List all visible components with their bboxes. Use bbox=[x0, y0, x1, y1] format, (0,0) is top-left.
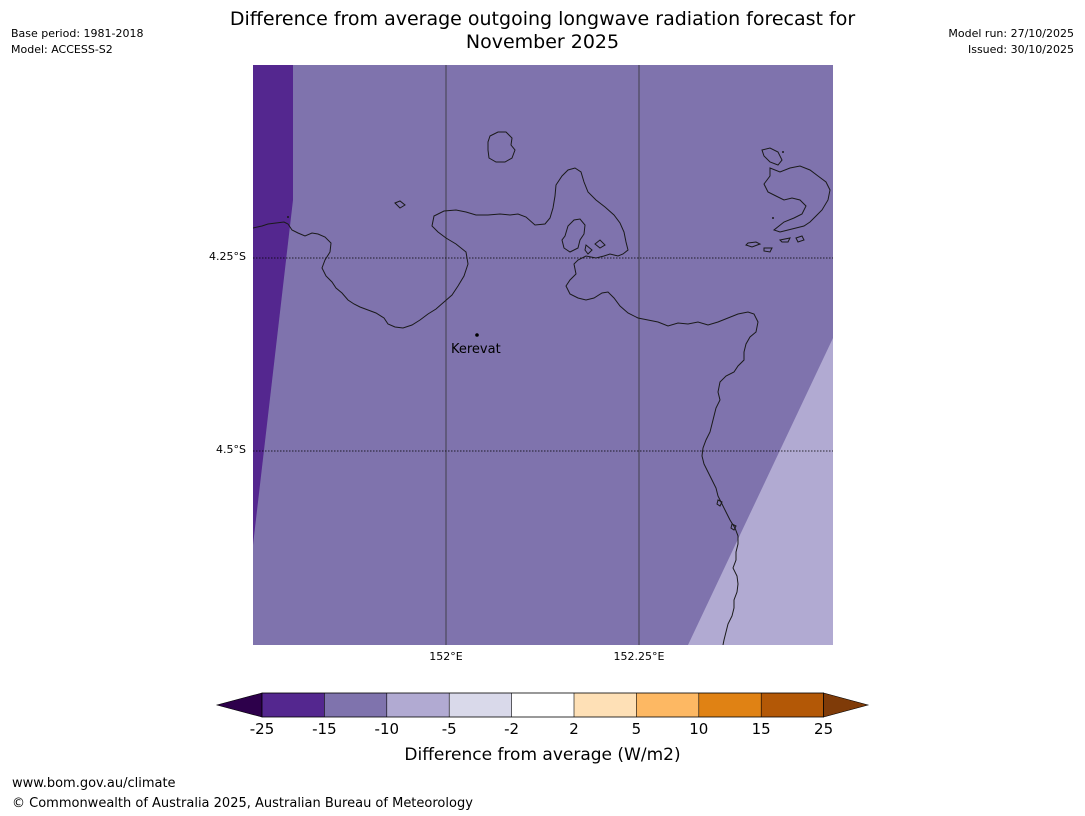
footer-url: www.bom.gov.au/climate bbox=[12, 776, 176, 791]
colorbar-segment-7 bbox=[698, 693, 762, 717]
coastline bbox=[253, 131, 831, 645]
colorbar-tick: 10 bbox=[689, 720, 709, 738]
anomaly-field bbox=[253, 65, 833, 645]
graticule bbox=[253, 65, 833, 645]
colorbar-over-arrow bbox=[823, 692, 870, 718]
colorbar-segment-1 bbox=[324, 693, 387, 717]
islet-dot bbox=[772, 217, 774, 219]
issued-text: Issued: 30/10/2025 bbox=[967, 43, 1074, 56]
coastline-inner-bay bbox=[584, 239, 606, 255]
colorbar-segment-0 bbox=[262, 693, 325, 717]
coastline-crater-peninsula bbox=[561, 218, 586, 253]
coastline-mainland bbox=[253, 167, 759, 645]
footer-copyright: © Commonwealth of Australia 2025, Austra… bbox=[12, 796, 473, 811]
islet-dot bbox=[782, 151, 784, 153]
colorbar-tick: 15 bbox=[751, 720, 771, 738]
map-title: Difference from average outgoing longwav… bbox=[0, 8, 1085, 54]
map-title-line2: November 2025 bbox=[465, 31, 620, 53]
colorbar-outline bbox=[261, 692, 824, 718]
colorbar-segment-5 bbox=[574, 693, 637, 717]
coastline-island-north bbox=[487, 131, 516, 163]
map-title-line1: Difference from average outgoing longwav… bbox=[229, 8, 856, 30]
colorbar-tick: -25 bbox=[249, 720, 275, 738]
coastline-duke-of-york-islands bbox=[745, 147, 831, 253]
meta-right: Model run: 27/10/2025 Issued: 30/10/2025 bbox=[948, 26, 1074, 58]
colorbar-tick: -5 bbox=[441, 720, 457, 738]
place-label-kerevat: Kerevat bbox=[451, 342, 501, 357]
model-run-text: Model run: 27/10/2025 bbox=[948, 27, 1074, 40]
lat-label-4-25S: 4.25°S bbox=[209, 250, 246, 263]
coastline-islets-east-coast bbox=[716, 499, 737, 531]
lon-label-152E: 152°E bbox=[429, 650, 463, 663]
islet-dot bbox=[287, 216, 289, 218]
model-text: Model: ACCESS-S2 bbox=[11, 43, 113, 56]
shade-band-minus5-to-minus10 bbox=[688, 338, 833, 645]
colorbar-tick: -10 bbox=[374, 720, 400, 738]
colorbar-label: Difference from average (W/m2) bbox=[404, 745, 681, 765]
coastline-islet-west bbox=[394, 200, 406, 209]
lon-label-152-25E: 152.25°E bbox=[613, 650, 665, 663]
colorbar-dividers bbox=[324, 693, 762, 717]
colorbar-segment-4 bbox=[511, 693, 574, 717]
colorbar-tick: -2 bbox=[504, 720, 520, 738]
shade-band-minus15-to-minus25 bbox=[253, 65, 293, 545]
colorbar-segment-8 bbox=[761, 693, 824, 717]
meta-left: Base period: 1981-2018 Model: ACCESS-S2 bbox=[11, 26, 143, 58]
colorbar-tick: 25 bbox=[814, 720, 834, 738]
colorbar-segment-3 bbox=[449, 693, 512, 717]
colorbar-segment-6 bbox=[636, 693, 699, 717]
lat-label-4-5S: 4.5°S bbox=[216, 443, 246, 456]
kerevat-marker bbox=[475, 333, 479, 337]
colorbar-under-arrow bbox=[215, 692, 263, 718]
colorbar-tick: 5 bbox=[631, 720, 642, 738]
base-period-text: Base period: 1981-2018 bbox=[11, 27, 144, 40]
colorbar-tick: -15 bbox=[312, 720, 337, 738]
colorbar-tick: 2 bbox=[569, 720, 579, 738]
colorbar bbox=[215, 692, 870, 718]
colorbar-segment-2 bbox=[386, 693, 450, 717]
